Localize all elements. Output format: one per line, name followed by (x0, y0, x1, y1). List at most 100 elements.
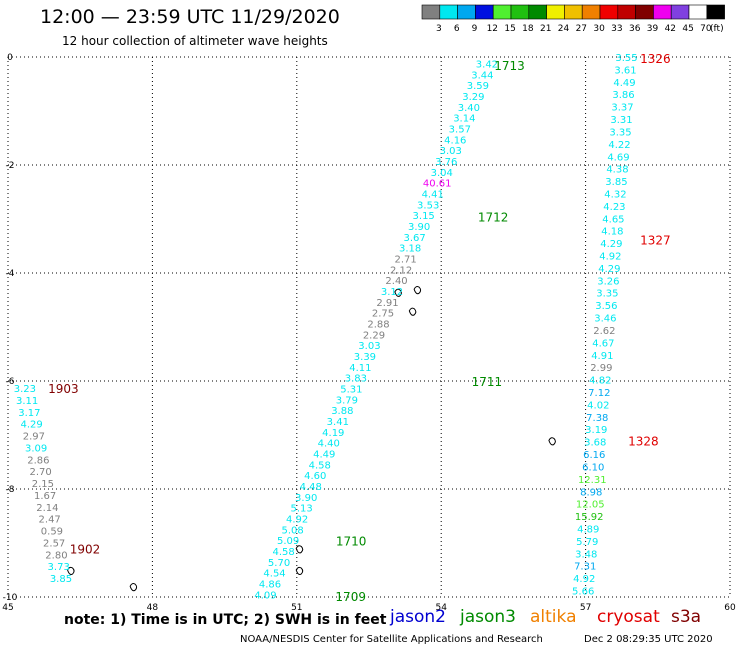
x-tick-label: 51 (291, 603, 302, 613)
colorbar-swatch (599, 4, 619, 20)
island-outline (394, 288, 402, 297)
swh-value: 7.31 (574, 562, 596, 573)
pass-time-label: 1328 (628, 434, 659, 448)
swh-value: 3.18 (399, 244, 421, 255)
colorbar-swatch (439, 4, 458, 20)
swh-value: 4.29 (20, 420, 42, 431)
y-tick-label: -2 (6, 161, 15, 171)
swh-value: 2.62 (593, 326, 615, 337)
swh-value: 3.83 (345, 374, 367, 385)
colorbar-swatch (581, 4, 601, 20)
credit-text: NOAA/NESDIS Center for Satellite Applica… (240, 634, 543, 645)
swh-value: 3.12 (381, 287, 403, 298)
swh-value: 4.22 (608, 140, 630, 151)
pass-time-label: 1713 (494, 59, 525, 73)
islands (67, 286, 556, 592)
pass-time-label: 1903 (48, 382, 79, 396)
swh-value: 3.76 (435, 157, 457, 168)
swh-value: 3.56 (595, 301, 617, 312)
swh-value: 3.79 (336, 395, 358, 406)
swh-value: 2.91 (376, 298, 398, 309)
colorbar-label: 42 (665, 24, 676, 34)
swh-value: 5.79 (576, 537, 598, 548)
colorbar-label: 70 (700, 24, 712, 34)
colorbar-label: 33 (611, 24, 622, 34)
swh-value: 40.61 (423, 179, 452, 190)
colorbar-swatch (492, 4, 512, 20)
swh-value: 3.40 (458, 103, 480, 114)
colorbar-unit: (ft) (710, 24, 724, 34)
timestamp-text: Dec 2 08:29:35 UTC 2020 (584, 634, 713, 645)
colorbar-swatch (510, 4, 530, 20)
swh-value: 3.68 (584, 438, 606, 449)
swh-value: 5.08 (281, 525, 303, 536)
x-tick-label: 45 (2, 603, 13, 613)
swh-value: 4.11 (349, 363, 371, 374)
swh-value: 3.90 (408, 222, 430, 233)
x-tick-label: 54 (435, 603, 447, 613)
swh-value: 3.61 (614, 65, 636, 76)
colorbar-swatch (546, 4, 565, 20)
colorbar-label: 27 (576, 24, 587, 34)
swh-value: 4.40 (318, 439, 340, 450)
swh-value: 2.80 (45, 550, 67, 561)
swh-value: 4.86 (259, 579, 281, 590)
swh-value: 3.41 (327, 417, 349, 428)
swh-value: 3.57 (449, 124, 471, 135)
colorbar-swatch (688, 4, 708, 20)
swh-value: 2.29 (363, 330, 385, 341)
swh-value: 12.05 (576, 500, 605, 511)
swh-value: 4.29 (600, 239, 622, 250)
colorbar-swatch (421, 4, 441, 20)
swh-value: 4.92 (286, 514, 308, 525)
track-jason3: 3.233.113.174.292.973.092.862.702.151.67… (14, 382, 101, 585)
colorbar-label: 18 (522, 24, 534, 34)
swh-value: 15.92 (575, 512, 604, 523)
swh-value: 4.65 (602, 214, 624, 225)
pass-time-label: 1712 (478, 210, 509, 224)
swh-value: 4.54 (263, 569, 285, 580)
colorbar-label: 36 (629, 24, 641, 34)
swh-value: 5.66 (572, 587, 594, 598)
swh-value: 5.70 (268, 558, 290, 569)
swh-value: 6.10 (582, 462, 604, 473)
pass-time-label: 1327 (640, 234, 671, 248)
swh-value: 4.58 (272, 547, 294, 558)
legend-jason2: jason2 (390, 607, 446, 627)
swh-value: 3.03 (440, 146, 462, 157)
tracks: 3.423.443.593.293.403.143.574.163.033.76… (14, 52, 671, 604)
swh-value: 4.49 (313, 449, 335, 460)
colorbar-label: 9 (472, 24, 478, 34)
legend-s3a: s3a (671, 607, 702, 627)
swh-value: 2.97 (23, 432, 45, 443)
swh-value: 4.23 (603, 202, 625, 213)
swh-value: 4.19 (322, 428, 344, 439)
swh-value: 4.02 (587, 400, 609, 411)
swh-value: 2.86 (27, 455, 49, 466)
swh-value: 4.48 (300, 482, 322, 493)
swh-value: 4.91 (591, 351, 613, 362)
swh-value: 4.32 (604, 189, 626, 200)
swh-value: 3.53 (417, 200, 439, 211)
colorbar-label: 12 (487, 24, 498, 34)
swh-value: 2.15 (32, 479, 54, 490)
colorbar-label: 39 (647, 24, 659, 34)
swh-value: 2.12 (390, 265, 412, 276)
swh-value: 2.75 (372, 309, 394, 320)
swh-value: 3.90 (295, 493, 317, 504)
swh-value: 5.31 (340, 384, 362, 395)
colorbar-swatch (653, 4, 672, 20)
y-tick-label: 0 (7, 53, 13, 63)
swh-value: 3.85 (605, 177, 627, 188)
swh-value: 7.12 (588, 388, 610, 399)
colorbar-label: 6 (454, 24, 460, 34)
swh-value: 3.48 (575, 549, 597, 560)
footer-note: note: 1) Time is in UTC; 2) SWH is in fe… (64, 612, 387, 628)
swh-value: 3.31 (610, 115, 632, 126)
island-outline (413, 286, 422, 295)
y-tick-label: -8 (6, 485, 15, 495)
colorbar-swatch (635, 4, 654, 20)
swh-value: 4.67 (592, 338, 614, 349)
pass-time-label: 1710 (336, 534, 367, 548)
